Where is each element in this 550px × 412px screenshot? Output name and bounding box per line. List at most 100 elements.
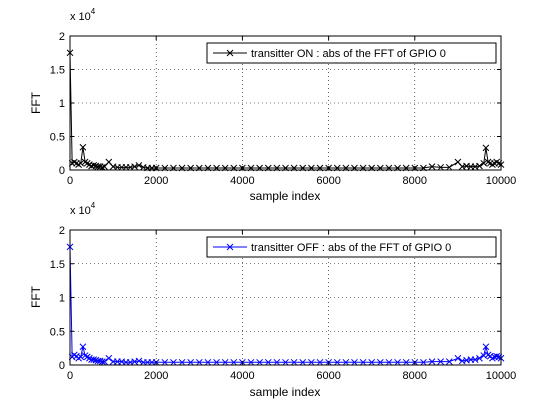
bottom-x-tick-label: 4000	[230, 370, 254, 382]
bottom-data-point	[333, 358, 341, 366]
bottom-data-markers	[66, 243, 505, 366]
bottom-data-point	[213, 358, 220, 366]
top-subplot: 0 2000 4000 6000 8000 10000 0 0.5 1 1.5 2 x 104 FF…	[29, 7, 516, 203]
top-legend-box	[206, 42, 497, 64]
bottom-data-point	[351, 358, 358, 366]
top-data-point	[98, 163, 106, 171]
bottom-data-point	[273, 358, 281, 366]
top-data-markers	[66, 49, 505, 172]
bottom-data-point	[79, 343, 87, 351]
bottom-data-point	[77, 353, 85, 361]
bottom-data-point	[428, 358, 436, 365]
bottom-y-exponent-power: 4	[91, 201, 96, 210]
bottom-data-point	[299, 358, 307, 366]
bottom-data-point	[178, 358, 186, 366]
bottom-data-point	[316, 358, 324, 366]
bottom-data-point	[454, 354, 462, 362]
bottom-data-point	[445, 358, 453, 365]
top-data-point	[445, 163, 453, 171]
bottom-data-point	[359, 358, 367, 366]
top-data-point	[480, 159, 488, 167]
top-legend: transitter ON : abs of the FFT of GPIO 0	[206, 42, 497, 64]
bottom-y-tick-label: 1	[59, 293, 65, 305]
top-y-axis-label: FFT	[29, 91, 43, 114]
top-data-point	[135, 161, 143, 169]
bottom-gridlines	[70, 230, 501, 365]
bottom-data-point	[402, 358, 410, 366]
bottom-data-point	[135, 357, 143, 365]
bottom-data-point	[101, 358, 108, 365]
top-legend-marker-icon	[226, 49, 234, 57]
bottom-x-tick-label: 10000	[486, 370, 517, 382]
bottom-data-point	[195, 358, 203, 366]
top-data-point	[428, 163, 436, 171]
top-x-tick-label: 10000	[486, 175, 517, 187]
bottom-y-tick-label: 0.5	[50, 326, 65, 338]
bottom-x-tick-label: 2000	[144, 370, 168, 382]
bottom-x-tick-label: 6000	[316, 370, 340, 382]
top-x-tick-label: 4000	[230, 175, 254, 187]
bottom-data-point	[482, 343, 490, 351]
bottom-legend-label: transitter OFF : abs of the FFT of GPIO …	[251, 242, 451, 254]
bottom-y-tick-label: 0	[59, 360, 65, 372]
bottom-data-point	[282, 358, 289, 366]
top-x-tick-label: 2000	[144, 175, 168, 187]
bottom-legend-marker-icon	[226, 243, 234, 251]
bottom-data-point	[264, 358, 272, 366]
bottom-data-point	[170, 358, 177, 366]
bottom-legend: transitter OFF : abs of the FFT of GPIO …	[206, 236, 497, 258]
top-data-point	[90, 161, 98, 169]
bottom-data-point	[256, 358, 263, 366]
top-y-tick-label: 0	[59, 165, 65, 177]
bottom-y-exponent-base: x 10	[70, 205, 91, 217]
top-x-tick-label: 8000	[403, 175, 427, 187]
top-x-tick-label: 6000	[316, 175, 340, 187]
bottom-data-point	[247, 358, 255, 366]
top-data-point	[77, 159, 85, 167]
bottom-data-point	[368, 358, 376, 366]
bottom-data-point	[471, 356, 479, 363]
top-x-axis-label: sample index	[250, 189, 321, 203]
top-y-tick-label: 0.5	[50, 132, 65, 144]
bottom-y-tick-label: 2	[59, 225, 65, 237]
bottom-data-point	[476, 354, 483, 362]
bottom-data-point	[376, 358, 384, 366]
bottom-y-axis-label: FFT	[29, 285, 43, 308]
bottom-data-point	[230, 358, 238, 366]
top-data-point	[482, 144, 490, 152]
bottom-x-axis-label: sample index	[250, 385, 321, 399]
top-y-exponent: x 104	[70, 7, 96, 23]
top-y-tick-label: 1	[59, 98, 65, 110]
bottom-legend-box	[206, 236, 497, 258]
top-y-exponent-power: 4	[91, 7, 96, 16]
top-y-tick-label: 1.5	[50, 65, 65, 77]
bottom-data-point	[394, 358, 401, 366]
top-legend-label: transitter ON : abs of the FFT of GPIO 0	[251, 48, 446, 60]
bottom-data-point	[420, 358, 427, 366]
bottom-data-point	[493, 352, 501, 360]
bottom-x-tick-label: 8000	[403, 370, 427, 382]
bottom-data-point	[105, 354, 113, 362]
bottom-y-exponent: x 104	[70, 201, 96, 217]
bottom-data-point	[161, 358, 169, 366]
top-data-point	[79, 143, 87, 151]
top-data-point	[476, 162, 483, 170]
bottom-ticks: 0 2000 4000 6000 8000 10000 0 0.5 1 1.5 2	[50, 225, 517, 382]
top-y-tick-label: 2	[59, 31, 65, 43]
bottom-x-tick-label: 0	[67, 370, 73, 382]
bottom-y-tick-label: 1.5	[50, 259, 65, 271]
bottom-data-point	[290, 358, 298, 366]
bottom-data-point	[437, 358, 445, 365]
bottom-data-point	[98, 358, 106, 365]
bottom-data-point	[204, 358, 212, 366]
bottom-subplot: 0 2000 4000 6000 8000 10000 0 0.5 1 1.5 2 x 104 FF…	[29, 201, 516, 399]
top-data-point	[131, 163, 139, 171]
top-ticks: 0 2000 4000 6000 8000 10000 0 0.5 1 1.5 2	[50, 31, 517, 187]
top-y-exponent-base: x 10	[70, 11, 91, 23]
bottom-data-point	[385, 358, 393, 366]
bottom-data-point	[221, 358, 229, 366]
bottom-data-point	[90, 356, 98, 363]
bottom-data-point	[308, 358, 315, 366]
top-data-point	[437, 163, 445, 171]
